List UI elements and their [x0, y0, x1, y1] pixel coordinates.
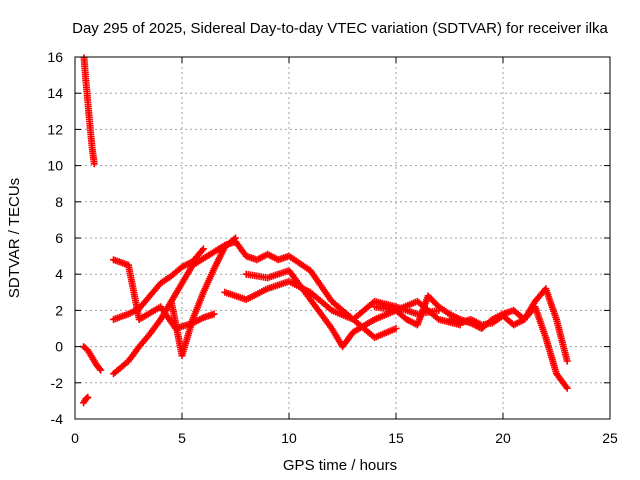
data-point-marker: [563, 357, 571, 365]
chart-title: Day 295 of 2025, Sidereal Day-to-day VTE…: [72, 20, 608, 37]
x-tick-label: 20: [495, 430, 511, 446]
y-tick-label: 6: [55, 230, 63, 246]
data-point-marker: [563, 384, 571, 392]
data-point-marker: [84, 393, 92, 401]
series-track-early-mid: [80, 343, 105, 374]
x-tick-label: 5: [178, 430, 186, 446]
data-point-marker: [90, 160, 98, 168]
series-track-early-low: [80, 393, 92, 407]
x-axis-label: GPS time / hours: [283, 457, 397, 474]
x-tick-label: 0: [71, 430, 79, 446]
series-track-8: [446, 303, 571, 392]
y-tick-label: 12: [47, 121, 63, 137]
data-point-marker: [83, 394, 91, 402]
y-tick-label: 4: [55, 266, 63, 282]
data-point-marker: [392, 325, 400, 332]
data-point-marker: [210, 310, 218, 318]
y-tick-label: 14: [47, 85, 63, 101]
y-tick-label: -2: [51, 375, 64, 391]
data-point-marker: [199, 245, 207, 253]
grid-lines: [75, 57, 610, 419]
y-tick-label: 10: [47, 158, 63, 174]
axis-ticks: 0 5 10 15 20 25 -4 -2 0 2 4 6 8 10 12 14 16: [47, 49, 618, 446]
y-tick-label: 16: [47, 49, 63, 65]
y-tick-label: 8: [55, 194, 63, 210]
y-tick-label: -4: [51, 411, 64, 427]
y-tick-label: 0: [55, 339, 63, 355]
x-tick-label: 10: [281, 430, 297, 446]
x-tick-label: 15: [388, 430, 404, 446]
y-axis-label: SDTVAR / TECUs: [6, 178, 23, 298]
data-point-marker: [96, 365, 104, 373]
series-track-3: [110, 234, 239, 378]
data-point-marker: [97, 366, 105, 374]
y-tick-label: 2: [55, 302, 63, 318]
data-marks: [80, 54, 571, 407]
series-track-early-high: [80, 54, 98, 168]
x-tick-label: 25: [602, 430, 618, 446]
